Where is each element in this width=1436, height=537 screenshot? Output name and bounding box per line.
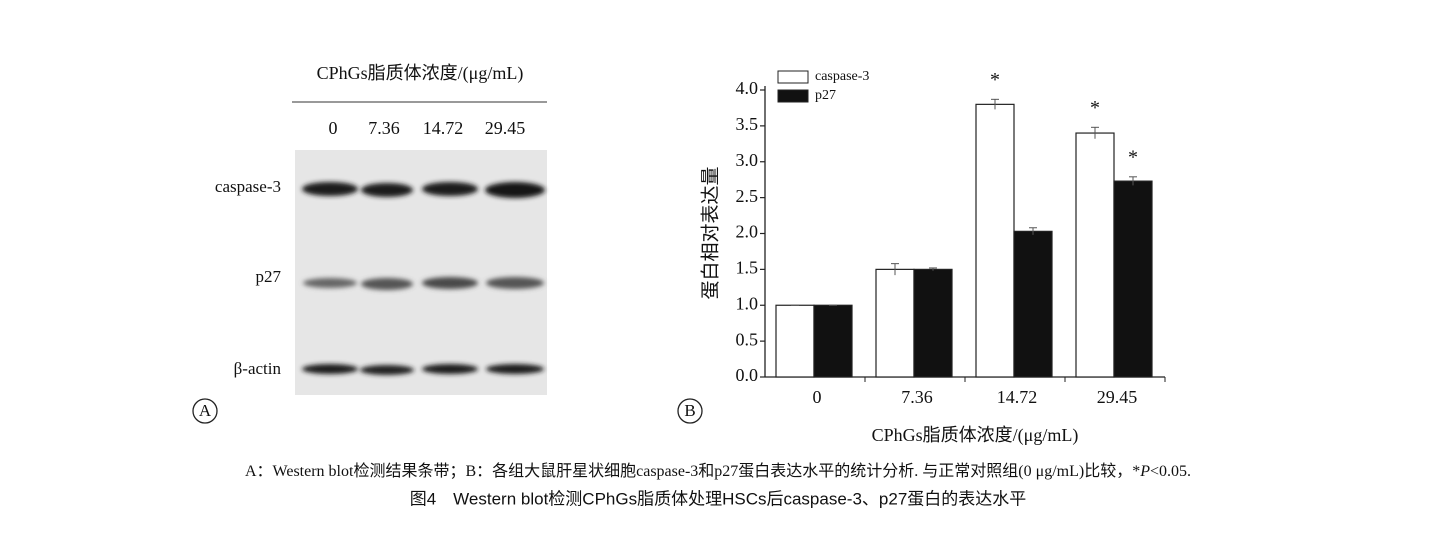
bar [1075,132,1115,378]
caption-text: A：Western blot检测结果条带；B：各组大鼠肝星状细胞caspase-… [245,462,1140,480]
caption-note: A：Western blot检测结果条带；B：各组大鼠肝星状细胞caspase-… [245,462,1191,480]
y-tick-label: 3.5 [736,114,759,134]
blot-header: CPhGs脂质体浓度/(μg/mL) [317,63,524,84]
legend-label: caspase-3 [815,69,869,84]
y-tick-label: 1.0 [736,293,759,313]
panel-label: B [684,401,695,420]
bar [775,304,815,378]
bar [1113,180,1153,378]
y-axis-label: 蛋白相对表达量 [699,166,721,299]
bar [813,304,853,378]
legend-label: p27 [815,88,836,103]
caption-text: <0.05. [1150,463,1191,480]
legend-swatch [777,89,809,103]
band-label: β-actin [234,359,282,378]
y-tick-label: 0.0 [736,365,759,385]
y-tick-label: 1.5 [736,258,759,278]
bar [1013,230,1053,378]
y-tick-label: 2.5 [736,186,759,206]
y-tick-label: 0.5 [736,329,759,349]
x-tick-label: 29.45 [1097,387,1138,407]
lane-label: 14.72 [423,118,464,138]
x-tick-label: 0 [813,387,822,407]
x-axis-label: CPhGs脂质体浓度/(μg/mL) [872,425,1079,446]
panel-label-circle [677,398,703,424]
panel-label: A [199,401,212,420]
significance-mark: * [990,69,1000,91]
bar [975,103,1015,378]
x-tick-label: 14.72 [997,387,1038,407]
lane-label: 0 [329,118,338,138]
y-tick-label: 2.0 [736,222,759,242]
y-tick-label: 4.0 [736,78,759,98]
bar [875,268,915,378]
figure-title: 图4 Western blot检测CPhGs脂质体处理HSCs后caspase-… [410,489,1027,508]
lane-label: 29.45 [485,118,526,138]
panel-a: CPhGs脂质体浓度/(μg/mL) A [192,63,547,424]
x-tick-label: 7.36 [901,387,933,407]
significance-mark: * [1090,97,1100,119]
panel-label-circle [192,398,218,424]
significance-mark: * [1128,146,1138,168]
band-label: caspase-3 [215,177,281,196]
lane-label: 7.36 [368,118,400,138]
bar-chart: 蛋白相对表达量 CPhGs脂质体浓度/(μg/mL) B 0.0 0.5 1.0 1.… [677,69,1166,446]
caption-text: P [1139,463,1150,480]
band-label: p27 [256,267,282,286]
bar [913,268,953,378]
blot-bands [302,182,545,375]
y-tick-label: 3.0 [736,150,759,170]
legend-swatch [777,70,809,84]
